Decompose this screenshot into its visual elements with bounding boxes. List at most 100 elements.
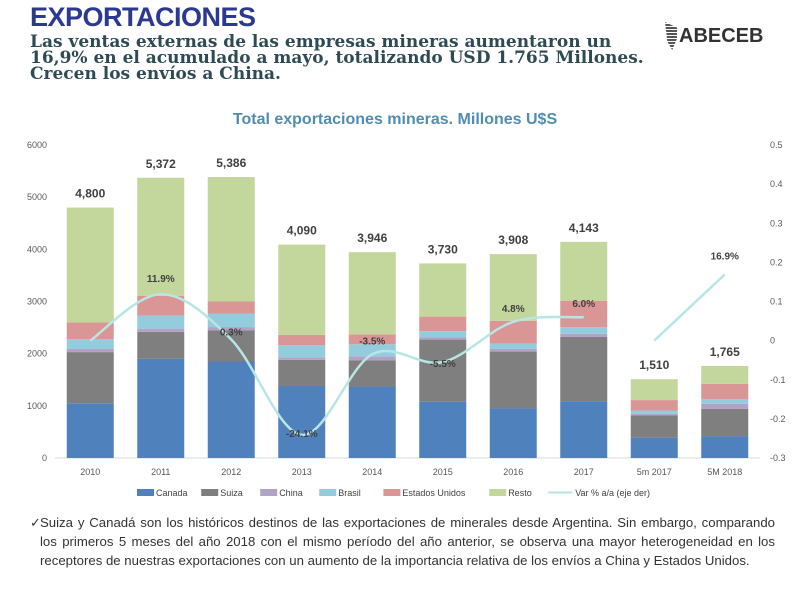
bar-segment-china — [630, 413, 678, 416]
y-right-tick-label: -0.3 — [770, 453, 786, 463]
bar-segment-brasil — [348, 344, 396, 357]
bar-segment-resto — [489, 254, 537, 321]
bar-segment-canada — [489, 408, 537, 458]
bar-segment-canada — [348, 386, 396, 458]
total-label: 4,800 — [75, 187, 105, 201]
bar-segment-resto — [137, 177, 185, 296]
exports-chart: Total exportaciones mineras. Millones U$… — [27, 111, 786, 498]
bar-segment-china — [348, 356, 396, 361]
bar-segment-suiza — [207, 330, 255, 362]
bar-segment-suiza — [278, 359, 326, 387]
bar-segment-resto — [630, 379, 678, 401]
bar-segment-china — [207, 327, 255, 331]
y-left-tick-label: 2000 — [27, 349, 47, 359]
bar-segment-brasil — [630, 410, 678, 414]
bar-segment-resto — [701, 365, 749, 384]
y-right-tick-label: 0 — [770, 336, 775, 346]
bar-segment-estados-unidos — [630, 400, 678, 411]
total-label: 5,372 — [146, 157, 176, 171]
bar-segment-suiza — [701, 408, 749, 437]
x-tick-label: 2011 — [151, 467, 170, 477]
bar-segment-brasil — [137, 315, 185, 329]
bar-segment-canada — [207, 361, 255, 458]
y-right-tick-label: 0.2 — [770, 257, 783, 267]
legend-label: Canada — [156, 488, 188, 498]
total-label: 4,143 — [569, 221, 599, 235]
bar-segment-china — [560, 333, 608, 337]
bar-segment-china — [278, 357, 326, 360]
x-tick-label: 2015 — [433, 467, 453, 477]
legend-label: Resto — [508, 488, 532, 498]
legend-swatch — [260, 489, 278, 496]
chart-title: Total exportaciones mineras. Millones U$… — [233, 111, 558, 128]
x-tick-label: 5m 2017 — [637, 467, 672, 477]
bar-segment-resto — [560, 241, 608, 301]
bar-segment-brasil — [489, 343, 537, 349]
legend-swatch — [137, 489, 154, 496]
bar-segment-brasil — [419, 331, 467, 338]
x-tick-label: 2013 — [292, 467, 312, 477]
y-left-tick-label: 3000 — [27, 297, 47, 307]
var-line — [653, 273, 726, 342]
var-label: 6.0% — [572, 299, 595, 310]
legend-label: Var % a/a (eje der) — [575, 488, 650, 498]
bar-segment-estados-unidos — [560, 300, 608, 328]
bar-segment-suiza — [66, 352, 114, 404]
bar-segment-china — [137, 328, 185, 332]
bar-segment-suiza — [348, 360, 396, 387]
legend-swatch — [383, 489, 401, 496]
y-right-tick-label: 0.1 — [770, 297, 783, 307]
x-tick-label: 2016 — [503, 467, 523, 477]
bar-segment-canada — [630, 437, 678, 458]
legend-swatch — [201, 489, 219, 496]
y-right-tick-label: -0.2 — [770, 414, 786, 424]
x-tick-label: 5M 2018 — [707, 467, 742, 477]
bar-segment-canada — [137, 358, 185, 458]
total-label: 5,386 — [216, 156, 246, 170]
x-tick-label: 2014 — [362, 467, 382, 477]
total-label: 3,730 — [428, 242, 458, 256]
bar-segment-brasil — [560, 327, 608, 334]
var-line — [89, 292, 584, 437]
y-left-tick-label: 4000 — [27, 244, 47, 254]
y-left-tick-label: 0 — [42, 453, 47, 463]
var-label: -24.1% — [286, 429, 318, 440]
bar-segment-china — [701, 403, 749, 409]
var-label: 4.8% — [502, 304, 525, 315]
total-label: 1,765 — [710, 345, 740, 359]
bar-segment-brasil — [66, 339, 114, 349]
footnote-text: Suiza y Canadá son los históricos destin… — [40, 515, 775, 568]
bar-segment-estados-unidos — [419, 316, 467, 332]
bar-segment-resto — [278, 244, 326, 335]
bar-segment-estados-unidos — [348, 334, 396, 345]
var-label: -3.5% — [359, 336, 385, 347]
y-right-tick-label: -0.1 — [770, 375, 786, 385]
var-label: 11.9% — [147, 274, 175, 285]
page-subtitle: Las ventas externas de las empresas mine… — [30, 32, 644, 84]
y-left-tick-label: 1000 — [27, 401, 47, 411]
bar-segment-canada — [66, 403, 114, 458]
bar-segment-resto — [207, 177, 255, 302]
check-icon: ✓ — [30, 515, 42, 530]
legend-swatch — [489, 489, 507, 496]
y-left-tick-label: 6000 — [27, 140, 47, 150]
x-tick-label: 2017 — [574, 467, 594, 477]
var-label: 16.9% — [711, 252, 739, 263]
bar-segment-brasil — [207, 313, 255, 328]
legend-label: China — [279, 488, 303, 498]
bar-segment-resto — [419, 263, 467, 317]
bar-segment-estados-unidos — [207, 301, 255, 314]
bar-segment-estados-unidos — [489, 320, 537, 344]
bar-segment-suiza — [560, 336, 608, 402]
bar-segment-resto — [348, 252, 396, 335]
page-title: EXPORTACIONES — [30, 2, 256, 32]
bar-segment-suiza — [137, 331, 185, 359]
footnote: ✓ Suiza y Canadá son los históricos dest… — [30, 513, 775, 570]
bar-segment-estados-unidos — [701, 383, 749, 400]
bar-segment-brasil — [701, 399, 749, 404]
bar-segment-estados-unidos — [137, 295, 185, 316]
y-left-tick-label: 5000 — [27, 192, 47, 202]
var-label: -5.5% — [430, 359, 456, 370]
bar-segment-estados-unidos — [66, 322, 114, 340]
total-label: 4,090 — [287, 224, 317, 238]
